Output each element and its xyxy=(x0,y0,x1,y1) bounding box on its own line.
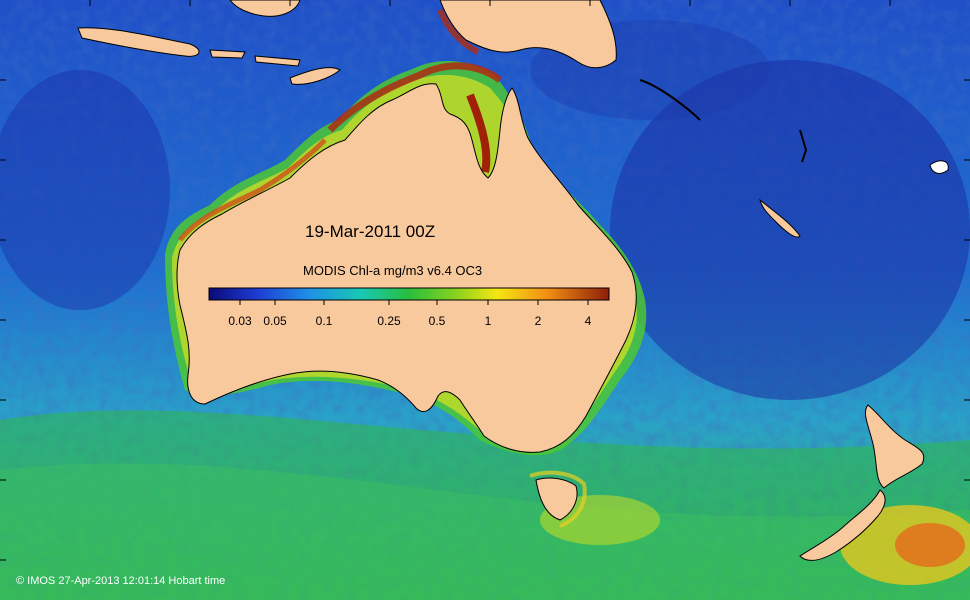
bloom-south-east-core xyxy=(895,523,965,567)
australia-landmass xyxy=(176,83,637,453)
frame-ticks xyxy=(0,0,970,561)
island-java xyxy=(77,27,200,57)
colorbar-tick-label: 2 xyxy=(534,314,542,328)
colorbar-tick-label: 0.03 xyxy=(228,314,252,328)
high-chl-rim-northwest xyxy=(178,138,327,242)
island-timor xyxy=(289,67,341,85)
island-new-caledonia xyxy=(759,198,801,238)
colorbar-title: MODIS Chl-a mg/m3 v6.4 OC3 xyxy=(303,263,483,278)
island-chain-east xyxy=(639,79,701,121)
date-label: 19-Mar-2011 00Z xyxy=(305,222,436,241)
southern-ocean-band-mid xyxy=(0,463,970,600)
southern-ocean-band xyxy=(0,410,970,600)
island-vanuatu xyxy=(799,129,808,163)
colorbar-tick-label: 0.25 xyxy=(377,314,401,328)
low-chl-region-west xyxy=(0,70,170,310)
island-flores xyxy=(254,55,301,67)
high-chl-rim-gulf xyxy=(466,93,491,173)
new-guinea-landmass xyxy=(439,0,617,69)
new-zealand-north-island xyxy=(865,404,925,489)
colorbar-tick-label: 0.5 xyxy=(428,314,446,328)
new-zealand-south-island xyxy=(799,489,886,561)
high-chl-rim-north xyxy=(327,62,503,133)
island-fiji xyxy=(929,160,949,174)
island-sulawesi xyxy=(229,0,301,17)
island-sumbawa xyxy=(209,49,246,59)
colorbar-tick-label: 0.1 xyxy=(315,314,333,328)
tasmania-halo xyxy=(529,470,587,528)
colorbar-tick-label: 4 xyxy=(584,314,592,328)
colorbar xyxy=(208,287,610,301)
credit-line: © IMOS 27-Apr-2013 12:01:14 Hobart time xyxy=(16,575,226,587)
tasmania-landmass xyxy=(535,477,578,521)
colorbar-tick-label: 1 xyxy=(484,314,492,328)
colorbar-ticks xyxy=(239,300,589,305)
new-guinea-coast-bloom xyxy=(437,8,480,55)
colorbar-tick-label: 0.05 xyxy=(263,314,287,328)
